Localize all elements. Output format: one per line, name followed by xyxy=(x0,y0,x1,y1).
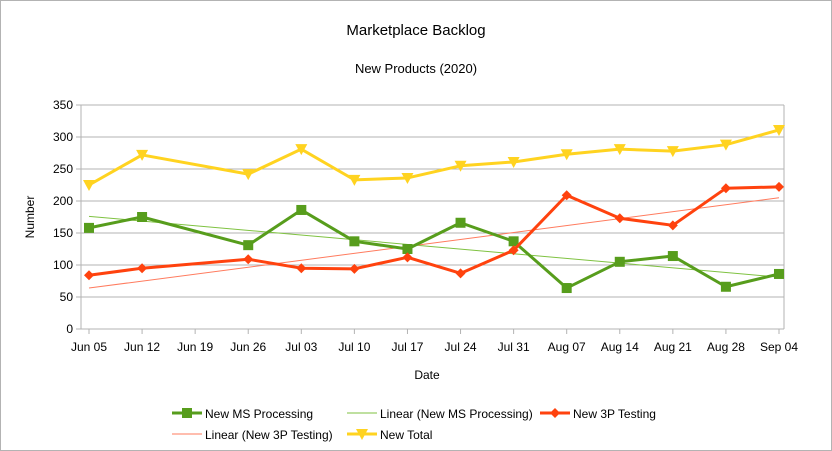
legend-label: New 3P Testing xyxy=(573,407,656,421)
data-point xyxy=(614,213,625,224)
data-point xyxy=(508,236,519,247)
series-new-3p-testing xyxy=(84,181,784,281)
x-tick-label: Jun 19 xyxy=(177,340,213,354)
data-point xyxy=(719,139,732,151)
x-tick-label: Jul 24 xyxy=(445,340,477,354)
x-tick-label: Jul 31 xyxy=(498,340,530,354)
legend-item: New 3P Testing xyxy=(540,407,656,421)
series-linear-new-3p-testing xyxy=(88,197,780,289)
y-axis-label: Number xyxy=(23,196,37,239)
data-point xyxy=(349,263,360,274)
data-point xyxy=(774,181,784,192)
data-point xyxy=(454,160,467,172)
data-point xyxy=(667,220,678,231)
series-new-total xyxy=(83,124,785,191)
legend-item: New Total xyxy=(347,428,432,442)
y-tick-label: 200 xyxy=(53,194,73,208)
x-tick-label: Aug 28 xyxy=(707,340,745,354)
y-tick-label: 300 xyxy=(53,130,73,144)
data-point xyxy=(614,256,625,267)
data-point xyxy=(508,245,519,256)
data-point xyxy=(348,174,361,186)
data-point xyxy=(507,156,520,168)
data-point xyxy=(137,212,148,222)
legend-label: Linear (New 3P Testing) xyxy=(205,428,333,442)
x-tick-label: Aug 14 xyxy=(601,340,639,354)
legend-item: Linear (New 3P Testing) xyxy=(172,428,333,442)
legend-marker xyxy=(550,408,560,418)
data-point xyxy=(242,169,255,181)
x-tick-label: Jun 12 xyxy=(124,340,160,354)
x-tick-label: Jul 10 xyxy=(338,340,370,354)
series-line xyxy=(88,128,780,187)
trend-line xyxy=(88,197,780,289)
data-point xyxy=(667,251,678,262)
data-point xyxy=(402,244,413,254)
data-point xyxy=(773,124,785,136)
y-tick-label: 50 xyxy=(60,290,74,304)
legend-item: Linear (New MS Processing) xyxy=(347,407,533,421)
data-point xyxy=(666,146,679,158)
x-axis-label: Date xyxy=(414,368,440,382)
trend-line xyxy=(88,215,780,278)
data-point xyxy=(296,204,307,215)
x-tick-label: Jul 03 xyxy=(285,340,317,354)
x-tick-label: Jun 26 xyxy=(230,340,266,354)
x-tick-label: Jun 05 xyxy=(71,340,107,354)
data-point xyxy=(137,263,148,274)
x-tick-label: Sep 04 xyxy=(760,340,798,354)
legend-marker xyxy=(356,429,368,440)
y-tick-label: 350 xyxy=(53,98,73,112)
x-tick-label: Aug 07 xyxy=(548,340,586,354)
data-point xyxy=(720,183,731,194)
chart-title: Marketplace Backlog xyxy=(346,22,485,39)
data-point xyxy=(774,268,784,279)
series-linear-new-ms-processing xyxy=(88,215,780,278)
data-point xyxy=(136,149,149,161)
legend-label: Linear (New MS Processing) xyxy=(380,407,533,421)
data-point xyxy=(613,144,626,156)
data-point xyxy=(401,172,414,184)
y-tick-label: 0 xyxy=(66,322,73,336)
chart-subtitle: New Products (2020) xyxy=(355,61,477,76)
data-point xyxy=(83,180,95,191)
legend-label: New MS Processing xyxy=(205,407,313,421)
legend-marker xyxy=(182,408,192,418)
data-point xyxy=(243,240,254,251)
data-point xyxy=(402,252,413,263)
data-point xyxy=(561,190,572,201)
data-point xyxy=(296,263,307,274)
x-tick-label: Aug 21 xyxy=(654,340,692,354)
data-point xyxy=(84,270,94,281)
data-point xyxy=(560,149,573,161)
y-tick-label: 250 xyxy=(53,162,73,176)
x-tick-label: Jul 17 xyxy=(391,340,423,354)
data-point xyxy=(561,283,572,294)
y-tick-label: 150 xyxy=(53,226,73,240)
data-point xyxy=(349,236,360,247)
y-tick-label: 100 xyxy=(53,258,73,272)
data-point xyxy=(455,268,466,279)
data-point xyxy=(295,144,308,156)
data-point xyxy=(84,222,94,233)
data-point xyxy=(455,217,466,228)
series-new-ms-processing xyxy=(84,204,784,294)
legend-item: New MS Processing xyxy=(172,407,313,421)
legend-label: New Total xyxy=(380,428,432,442)
data-point xyxy=(720,281,731,292)
data-point xyxy=(243,254,254,265)
